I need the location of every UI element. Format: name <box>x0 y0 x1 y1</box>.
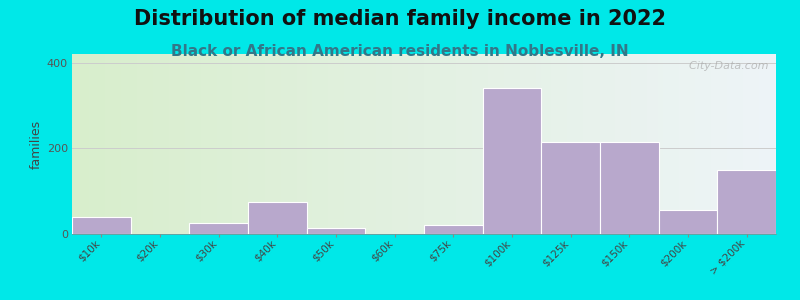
Bar <box>658 210 718 234</box>
Y-axis label: families: families <box>30 119 42 169</box>
Bar <box>190 223 248 234</box>
Bar <box>248 202 306 234</box>
Bar <box>482 88 542 234</box>
Bar <box>306 228 366 234</box>
Bar <box>542 142 600 234</box>
Text: Black or African American residents in Noblesville, IN: Black or African American residents in N… <box>171 44 629 59</box>
Bar <box>600 142 658 234</box>
Bar <box>424 225 482 234</box>
Bar <box>718 170 776 234</box>
Bar <box>72 217 130 234</box>
Text: Distribution of median family income in 2022: Distribution of median family income in … <box>134 9 666 29</box>
Text: City-Data.com: City-Data.com <box>682 61 769 71</box>
